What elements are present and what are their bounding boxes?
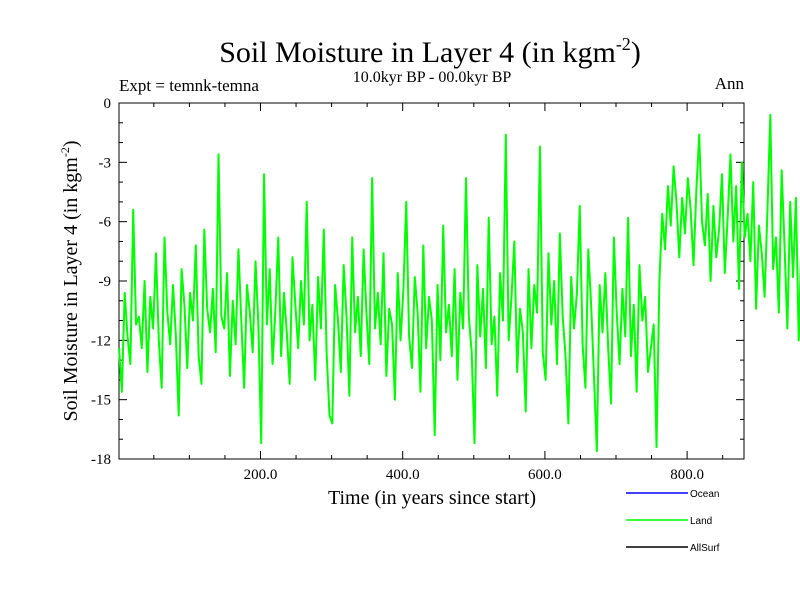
- season-label: Ann: [715, 74, 745, 93]
- y-tick-label: -3: [99, 155, 112, 171]
- y-tick-label: -6: [99, 215, 112, 231]
- experiment-label: Expt = temnk-temna: [119, 76, 259, 95]
- chart-subtitle: 10.0kyr BP - 00.0kyr BP: [353, 69, 512, 86]
- y-tick-label: -18: [91, 452, 111, 468]
- x-tick-label: 200.0: [244, 467, 278, 483]
- tick-labels: 0 -3 -6 -9 -12 -15 -18 200.0 400.0 600.0 800.0: [91, 96, 704, 483]
- x-tick-label: 800.0: [670, 467, 704, 483]
- x-tick-label: 400.0: [386, 467, 420, 483]
- y-axis-label-close: ): [60, 140, 82, 147]
- legend-label-land: Land: [690, 516, 712, 527]
- y-tick-label: -15: [91, 393, 111, 409]
- x-axis-label: Time (in years since start): [328, 487, 536, 509]
- legend-label-allsurf: AllSurf: [690, 543, 720, 554]
- chart-title-superscript: -2: [616, 34, 631, 54]
- y-axis-label-superscript: -2: [58, 147, 72, 157]
- legend: Ocean Land AllSurf: [626, 489, 720, 554]
- y-axis-label: Soil Moisture in Layer 4 (in kgm-2): [58, 140, 82, 421]
- x-tick-label: 600.0: [528, 467, 562, 483]
- y-tick-label: -9: [99, 274, 112, 290]
- axis-ticks: [119, 102, 744, 460]
- y-axis-label-text: Soil Moisture in Layer 4 (in kgm: [60, 157, 82, 422]
- series-line-land: [118, 113, 800, 453]
- chart-title-close: ): [631, 36, 641, 69]
- plot-area: [118, 102, 745, 460]
- y-tick-label: 0: [104, 96, 112, 112]
- chart-title-text: Soil Moisture in Layer 4 (in kgm: [219, 36, 616, 69]
- series-group: [118, 113, 800, 453]
- legend-label-ocean: Ocean: [690, 489, 719, 500]
- y-tick-label: -12: [91, 333, 111, 349]
- chart-title: Soil Moisture in Layer 4 (in kgm-2): [219, 34, 641, 69]
